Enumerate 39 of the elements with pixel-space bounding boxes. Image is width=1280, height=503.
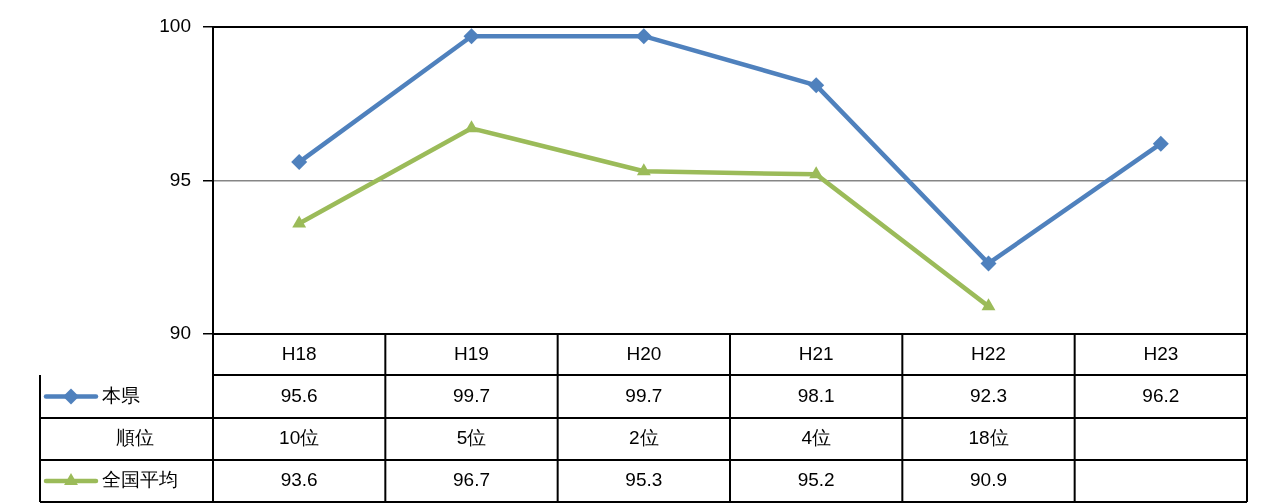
data-label: 99.7 [625,384,663,406]
text: 4位 [801,427,831,449]
x-tick-label: H21 [798,342,834,364]
data-label: 99.7 [453,384,490,406]
legend-label: 全国平均 [102,469,178,491]
y-tick-label: 95 [169,168,191,190]
text: 2位 [629,427,659,449]
legend-label: 本県 [102,384,140,406]
text: 順位 [115,427,154,449]
point [292,215,307,228]
x-tick-label: H20 [626,342,662,364]
data-label: 95.2 [797,469,835,491]
x-tick-label: H23 [1143,342,1179,364]
text: 5位 [456,427,487,449]
data-label: 96.7 [453,469,490,491]
data-label: 95.3 [625,469,663,491]
text: 18位 [968,427,1009,449]
data-label: 93.6 [280,469,318,491]
point [809,166,824,179]
text: 10位 [279,427,320,449]
point [1152,135,1169,152]
point [636,163,651,176]
data-label: 95.6 [280,384,318,406]
data-label: 98.1 [797,384,835,406]
x-tick-label: H19 [454,342,489,364]
point [635,28,652,45]
data-label: 92.3 [970,384,1007,406]
data-label: 96.2 [1142,384,1180,406]
point [463,28,480,45]
data-label: 90.9 [970,469,1007,491]
point [981,298,996,311]
x-tick-label: H22 [971,342,1006,364]
y-tick-label: 100 [159,15,191,37]
point [980,255,997,272]
point [808,77,825,94]
y-tick-label: 90 [169,322,191,344]
x-tick-label: H18 [281,342,317,364]
point [291,154,308,171]
point [464,120,479,133]
